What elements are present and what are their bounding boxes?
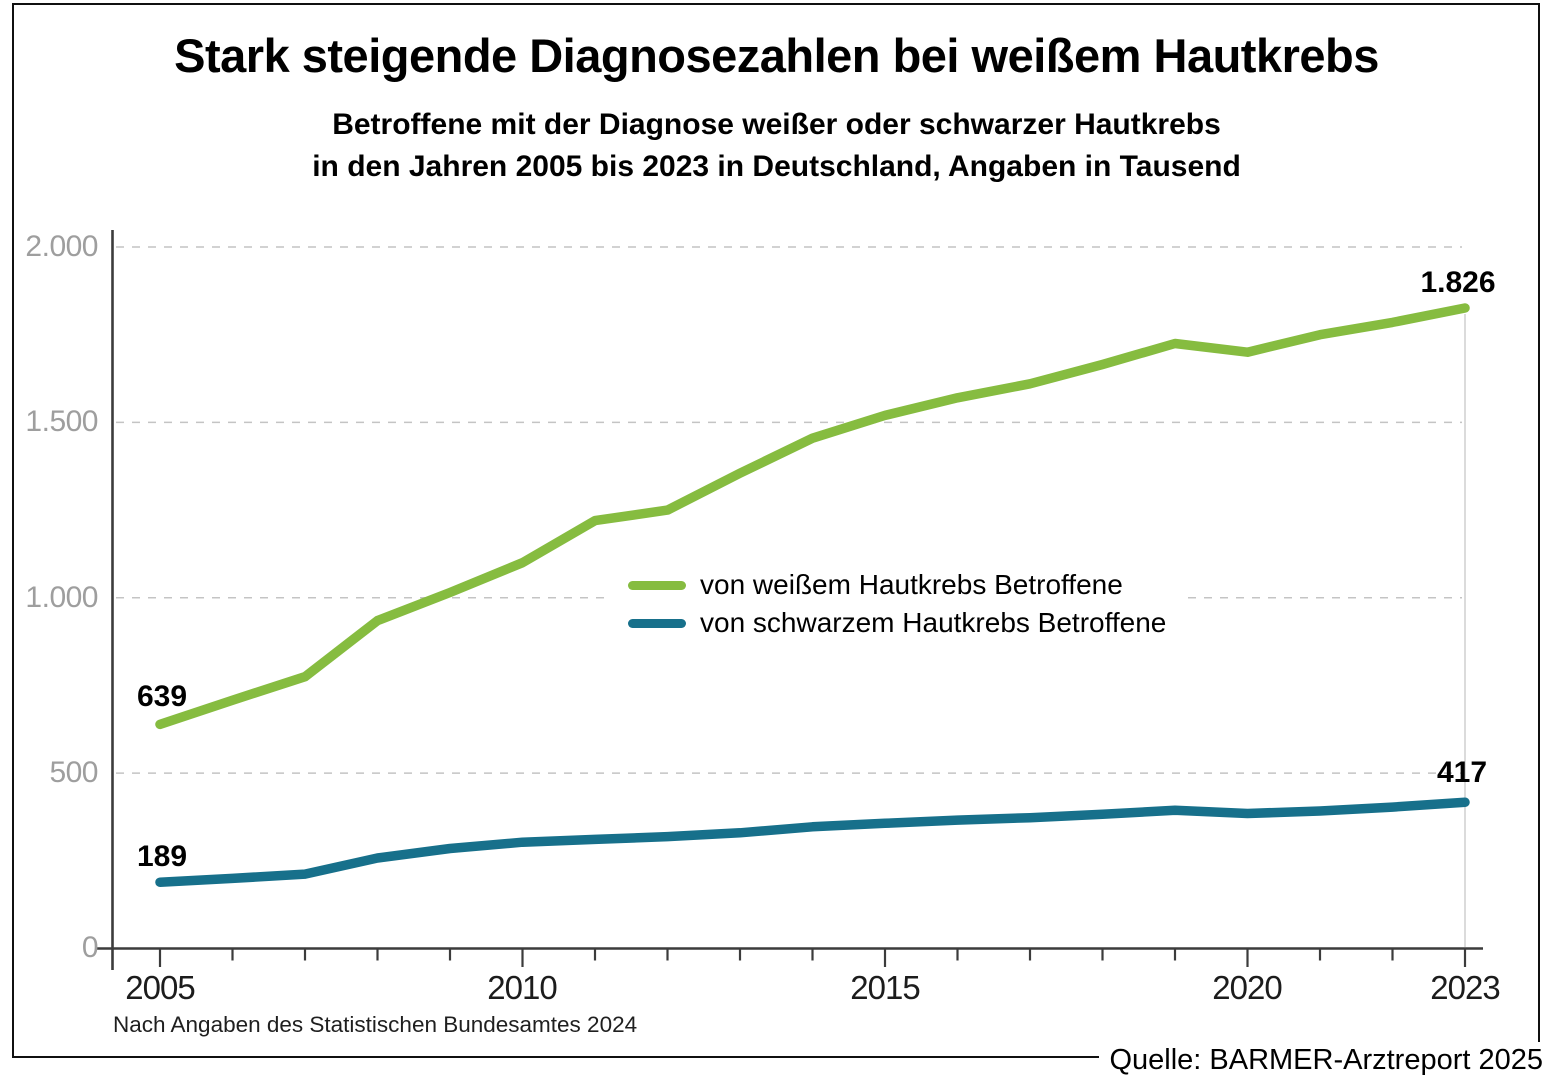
legend-swatch-teal <box>628 618 686 628</box>
x-tick-label-2015: 2015 <box>850 969 920 1006</box>
page-title: Stark steigende Diagnosezahlen bei weiße… <box>174 29 1379 82</box>
source-credit: Quelle: BARMER-Arztreport 2025 <box>1099 1042 1545 1080</box>
data-label-white-2023: 1.826 <box>1420 266 1496 299</box>
subtitle-line-2: in den Jahren 2005 bis 2023 in Deutschla… <box>312 150 1241 183</box>
data-label-white-2005: 639 <box>136 680 188 713</box>
y-tick-label-2000: 2.000 <box>25 230 98 263</box>
x-tick-label-2023: 2023 <box>1430 969 1500 1006</box>
footnote-statistisches-bundesamt: Nach Angaben des Statistischen Bundesamt… <box>113 1012 638 1037</box>
x-tick-label-2005: 2005 <box>125 969 195 1006</box>
subtitle-line-1: Betroffene mit der Diagnose weißer oder … <box>332 108 1221 141</box>
legend-item-black-skin-cancer: von schwarzem Hautkrebs Betroffene <box>628 604 1166 642</box>
series-line-black-skin-cancer <box>155 797 1470 887</box>
series-line-white-skin-cancer <box>155 303 1470 730</box>
y-tick-label-1500: 1.500 <box>25 405 98 438</box>
x-tick-label-2020: 2020 <box>1212 969 1282 1006</box>
legend-item-white-skin-cancer: von weißem Hautkrebs Betroffene <box>628 566 1166 604</box>
legend-label-black-skin-cancer: von schwarzem Hautkrebs Betroffene <box>700 607 1167 638</box>
data-label-black-2005: 189 <box>136 840 188 873</box>
page-subtitle: Betroffene mit der Diagnose weißer oder … <box>0 104 1553 188</box>
legend-label-white-skin-cancer: von weißem Hautkrebs Betroffene <box>700 569 1123 600</box>
y-tick-label-0: 0 <box>81 931 99 964</box>
data-label-black-2023: 417 <box>1436 756 1488 789</box>
y-tick-label-500: 500 <box>49 756 98 789</box>
legend: von weißem Hautkrebs Betroffene von schw… <box>612 562 1185 648</box>
x-tick-label-2010: 2010 <box>487 969 557 1006</box>
legend-swatch-green <box>628 580 686 590</box>
y-tick-label-1000: 1.000 <box>25 581 98 614</box>
